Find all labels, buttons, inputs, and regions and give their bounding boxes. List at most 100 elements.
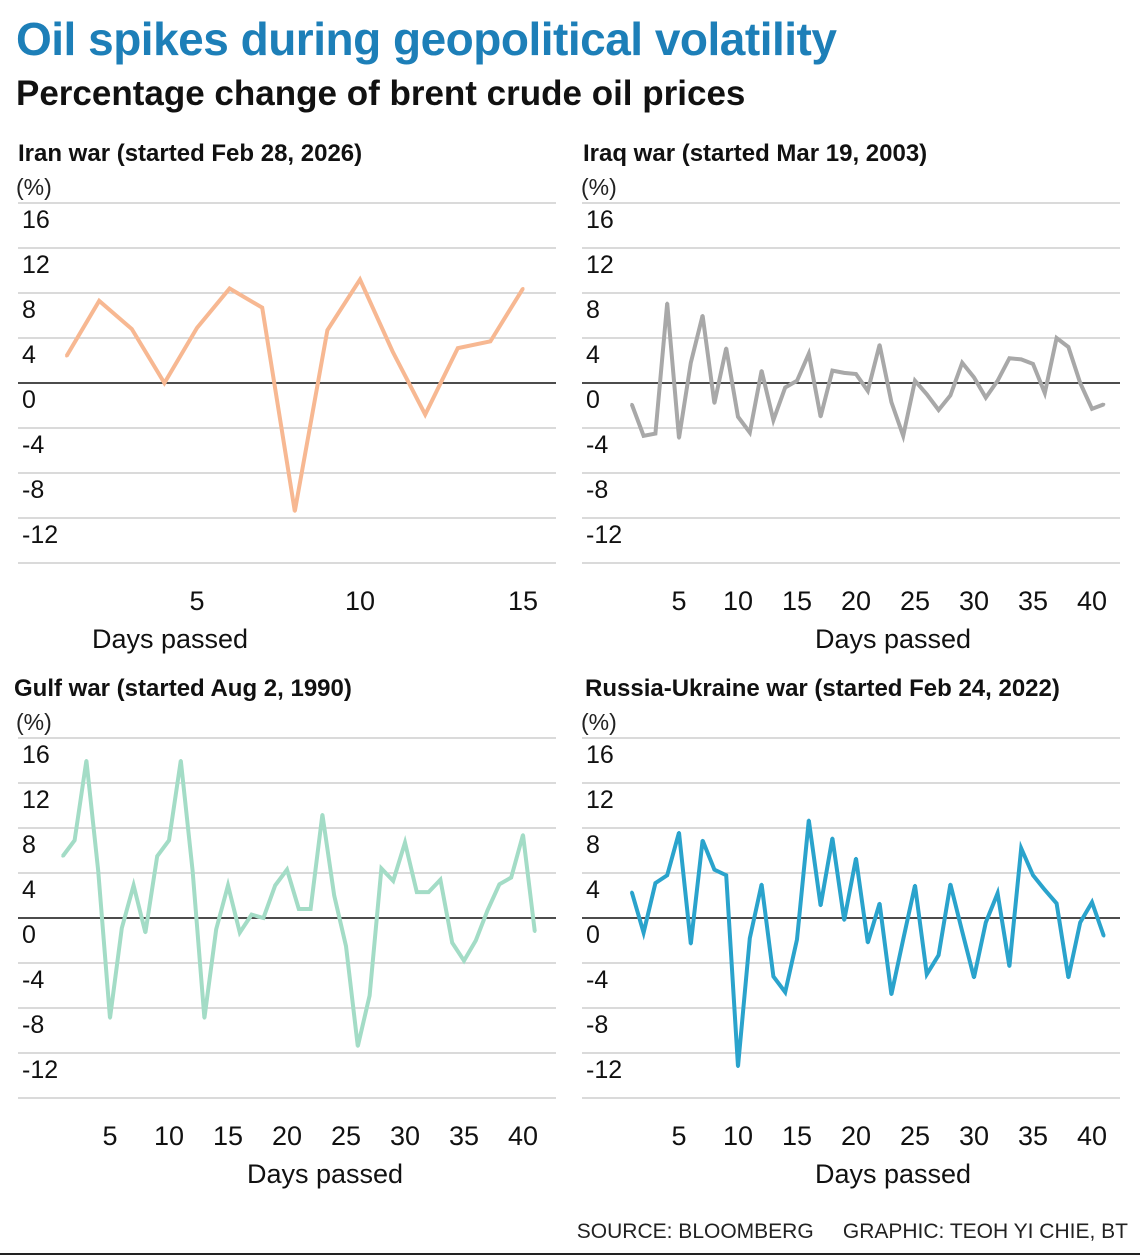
data-point xyxy=(521,833,525,837)
y-tick-label: 4 xyxy=(22,876,36,904)
x-tick-label: 5 xyxy=(671,586,686,616)
y-tick-label: -8 xyxy=(22,476,44,504)
x-tick-label: 5 xyxy=(189,586,204,616)
data-point xyxy=(724,873,728,877)
data-point xyxy=(878,901,882,905)
data-point xyxy=(972,375,976,379)
x-tick-label: 35 xyxy=(449,1121,479,1151)
bottom-rule xyxy=(0,1253,1140,1255)
data-point xyxy=(830,369,834,373)
data-point xyxy=(1078,381,1082,385)
y-tick-label: 8 xyxy=(22,296,36,324)
data-point xyxy=(462,959,466,963)
y-unit-label: (%) xyxy=(581,709,617,735)
y-tick-label: 16 xyxy=(586,741,614,769)
data-point xyxy=(630,890,634,894)
data-point xyxy=(854,856,858,860)
data-point xyxy=(665,873,669,877)
data-point xyxy=(819,415,823,419)
data-point xyxy=(748,431,752,434)
chart-title: Russia-Ukraine war (started Feb 24, 2022… xyxy=(585,675,1060,702)
data-point xyxy=(937,953,941,957)
x-tick-label: 15 xyxy=(508,586,538,616)
data-point xyxy=(1043,888,1047,892)
data-point xyxy=(1031,362,1035,366)
data-point xyxy=(783,990,787,994)
data-point xyxy=(261,916,265,920)
x-tick-label: 35 xyxy=(1018,1121,1048,1151)
data-point xyxy=(736,415,740,419)
data-point xyxy=(689,361,693,365)
data-point xyxy=(191,869,195,873)
y-unit-label: (%) xyxy=(16,174,52,200)
data-point xyxy=(179,759,183,762)
data-point xyxy=(748,936,752,940)
data-point xyxy=(1102,402,1106,406)
data-point xyxy=(423,413,427,416)
data-point xyxy=(842,371,846,375)
y-tick-label: 8 xyxy=(22,831,36,859)
y-tick-label: -12 xyxy=(22,1056,58,1084)
y-tick-label: 4 xyxy=(586,876,600,904)
data-point xyxy=(1007,356,1011,360)
data-point xyxy=(474,939,478,942)
data-point xyxy=(677,831,681,834)
data-point xyxy=(320,813,324,816)
data-point xyxy=(162,381,166,385)
x-tick-label: 20 xyxy=(272,1121,302,1151)
data-point xyxy=(925,972,929,976)
data-point xyxy=(167,838,171,842)
x-tick-label: 25 xyxy=(900,1121,930,1151)
x-axis-title: Days passed xyxy=(92,624,248,654)
data-point xyxy=(866,389,870,393)
data-point xyxy=(368,994,372,998)
y-tick-label: -4 xyxy=(586,431,608,459)
data-point xyxy=(391,879,395,883)
series-line xyxy=(629,302,1105,444)
y-tick-label: -12 xyxy=(586,521,622,549)
data-point xyxy=(830,836,834,840)
data-point xyxy=(937,408,941,412)
data-point xyxy=(689,942,693,946)
data-point xyxy=(783,386,787,389)
x-tick-label: 40 xyxy=(1077,1121,1107,1151)
data-point xyxy=(996,379,1000,383)
x-tick-label: 10 xyxy=(154,1121,184,1151)
x-tick-label: 25 xyxy=(331,1121,361,1151)
data-point xyxy=(379,867,383,870)
x-axis-title: Days passed xyxy=(815,1159,971,1189)
y-tick-label: 12 xyxy=(22,251,50,279)
data-point xyxy=(143,931,147,935)
data-point xyxy=(73,838,77,842)
data-point xyxy=(854,372,858,376)
data-point xyxy=(486,908,490,912)
footer: SOURCE: BLOOMBERG GRAPHIC: TEOH YI CHIE,… xyxy=(577,1220,1128,1244)
y-tick-label: 0 xyxy=(586,921,600,949)
data-point xyxy=(533,930,537,933)
data-point xyxy=(391,350,395,353)
data-point xyxy=(807,818,811,822)
y-tick-label: -4 xyxy=(22,431,44,459)
data-point xyxy=(285,868,289,872)
data-point xyxy=(238,931,242,935)
data-point xyxy=(712,401,716,405)
data-point xyxy=(195,326,199,330)
y-tick-label: 8 xyxy=(586,296,600,324)
x-tick-label: 5 xyxy=(102,1121,117,1151)
data-point xyxy=(996,891,1000,895)
data-point xyxy=(760,369,764,373)
series-line xyxy=(64,275,525,512)
data-point xyxy=(427,890,431,894)
x-tick-label: 15 xyxy=(213,1121,243,1151)
data-point xyxy=(214,927,218,931)
data-point xyxy=(1055,901,1059,905)
x-tick-label: 30 xyxy=(959,586,989,616)
chart-iran-war: Iran war (started Feb 28, 2026) (%) 16 12… xyxy=(0,140,570,670)
data-point xyxy=(630,402,634,406)
page-title: Oil spikes during geopolitical volatilit… xyxy=(16,13,837,65)
chart-svg: 16 12 8 4 0 -4 -8 -12 5 10 15 Days passed xyxy=(18,202,556,654)
data-point xyxy=(488,339,492,343)
